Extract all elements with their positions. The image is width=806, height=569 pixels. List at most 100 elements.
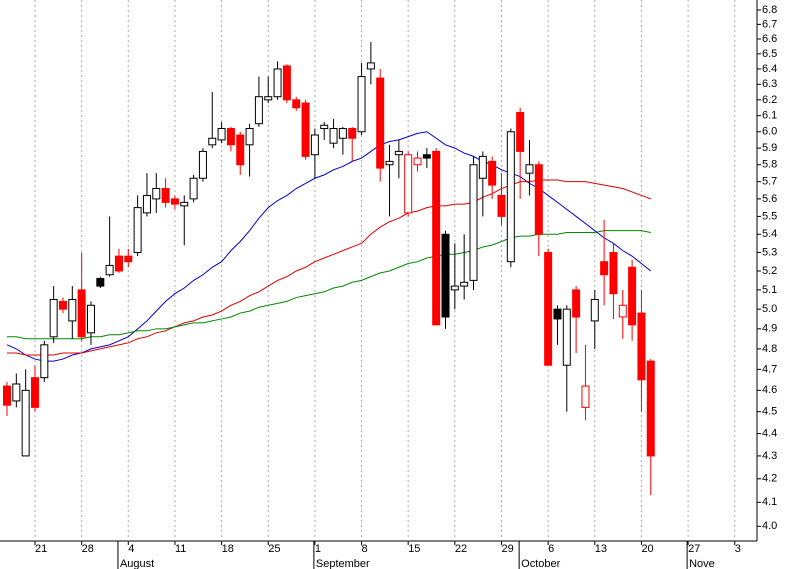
y-tick-label: 5.9	[762, 142, 777, 154]
candle-body	[534, 164, 543, 235]
candle-body	[581, 385, 590, 408]
candle-body	[450, 285, 459, 291]
candle-body	[58, 300, 67, 310]
candle-body	[394, 150, 403, 156]
x-tick-label: 11	[175, 543, 186, 555]
candle-body	[506, 131, 515, 263]
month-label: September	[316, 558, 370, 569]
y-tick-label: 4.8	[762, 343, 777, 355]
candle-body	[628, 266, 637, 326]
candle-body	[245, 128, 254, 146]
y-tick-label: 6.0	[762, 126, 777, 138]
candle-body	[152, 188, 161, 200]
y-tick-label: 6.1	[762, 110, 777, 122]
moving-average-line	[7, 230, 651, 340]
x-tick-label: 29	[501, 543, 513, 555]
candle-body	[385, 160, 394, 166]
y-tick-label: 6.3	[762, 78, 777, 90]
x-tick-label: 27	[688, 543, 700, 555]
candle-body	[404, 154, 413, 214]
candle-body	[460, 281, 469, 287]
candle-body	[236, 134, 245, 166]
y-tick-label: 4.9	[762, 323, 777, 335]
candle-body	[646, 360, 655, 457]
candle-body	[553, 308, 562, 320]
candle-body	[572, 289, 581, 318]
y-tick-label: 4.5	[762, 406, 777, 418]
candle-body	[273, 68, 282, 98]
candle-body	[77, 289, 86, 338]
x-tick-label: 4	[128, 543, 134, 555]
candle-body	[413, 157, 422, 166]
candle-body	[609, 251, 618, 295]
moving-average-line	[7, 179, 651, 356]
month-label: August	[120, 558, 154, 569]
candle-body	[30, 377, 39, 408]
candle-body	[170, 198, 179, 205]
candle-body	[226, 128, 235, 146]
y-tick-label: 6.8	[762, 4, 777, 16]
y-tick-label: 5.7	[762, 176, 777, 188]
y-tick-label: 5.4	[762, 228, 777, 240]
candle-body	[422, 154, 431, 159]
x-tick-label: 6	[548, 543, 554, 555]
candle-body	[562, 308, 571, 366]
candle-body	[320, 124, 329, 130]
candle-body	[600, 261, 609, 276]
candle-body	[86, 304, 95, 334]
candle-body	[21, 389, 30, 457]
x-tick-label: 28	[82, 543, 94, 555]
candle-body	[310, 134, 319, 156]
candle-body	[469, 164, 478, 281]
y-tick-label: 4.4	[762, 427, 777, 439]
candle-body	[376, 77, 385, 169]
candle-body	[133, 207, 142, 253]
candle-body	[357, 76, 366, 133]
x-tick-label: 25	[268, 543, 280, 555]
y-tick-label: 4.1	[762, 496, 777, 508]
y-tick-label: 6.5	[762, 48, 777, 60]
y-tick-label: 5.5	[762, 210, 777, 222]
candle-body	[96, 278, 105, 287]
x-tick-label: 3	[735, 543, 741, 555]
candle-body	[264, 96, 273, 101]
y-tick-label: 5.8	[762, 159, 777, 171]
x-tick-label: 20	[641, 543, 653, 555]
candle-body	[282, 65, 291, 101]
y-tick-label: 6.4	[762, 63, 777, 75]
y-tick-label: 4.6	[762, 384, 777, 396]
x-tick-label: 15	[408, 543, 420, 555]
y-tick-label: 5.0	[762, 303, 777, 315]
x-tick-label: 1	[315, 543, 321, 555]
candle-body	[366, 62, 375, 70]
candle-body	[49, 298, 58, 338]
candle-body	[516, 111, 525, 152]
y-tick-label: 4.0	[762, 520, 777, 532]
month-label: Nove	[689, 558, 715, 569]
candle-body	[292, 99, 301, 109]
candle-body	[198, 150, 207, 179]
candle-body	[432, 150, 441, 326]
candle-body	[189, 177, 198, 200]
candle-body	[180, 201, 189, 207]
y-tick-label: 6.7	[762, 18, 777, 30]
candle-body	[105, 264, 114, 276]
x-tick-label: 13	[595, 543, 607, 555]
y-tick-label: 4.2	[762, 473, 777, 485]
candle-body	[254, 96, 263, 125]
candle-body	[329, 128, 338, 144]
candle-body	[348, 128, 357, 139]
y-tick-label: 6.6	[762, 33, 777, 45]
candle-body	[3, 385, 11, 406]
candle-body	[590, 298, 599, 322]
y-tick-label: 6.2	[762, 94, 777, 106]
candle-body	[301, 102, 310, 157]
candle-body	[637, 312, 646, 381]
y-tick-label: 5.1	[762, 284, 777, 296]
month-label: October	[521, 558, 560, 569]
x-tick-label: 21	[35, 543, 47, 555]
candle-body	[40, 344, 49, 379]
candle-body	[338, 128, 347, 139]
candle-body	[68, 298, 77, 322]
